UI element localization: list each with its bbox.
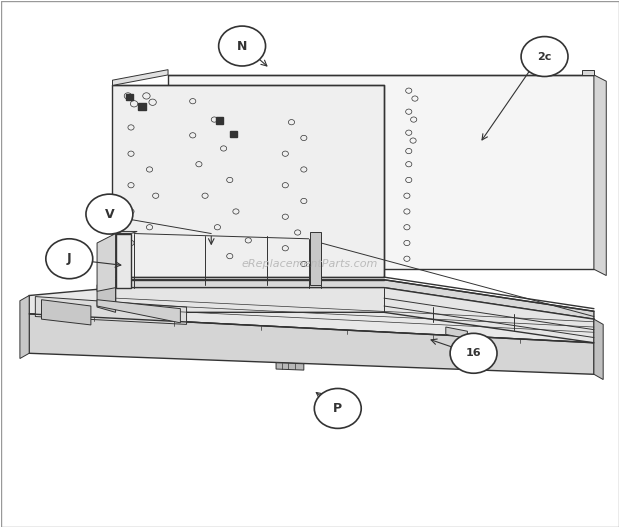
Polygon shape xyxy=(20,296,29,359)
Polygon shape xyxy=(216,117,223,124)
Polygon shape xyxy=(97,280,115,313)
Polygon shape xyxy=(446,327,467,338)
Text: eReplacementParts.com: eReplacementParts.com xyxy=(242,259,378,269)
Polygon shape xyxy=(230,130,237,137)
Polygon shape xyxy=(138,103,146,110)
Text: J: J xyxy=(67,252,71,265)
Circle shape xyxy=(314,389,361,428)
Text: 16: 16 xyxy=(466,348,481,359)
Polygon shape xyxy=(594,319,603,380)
Polygon shape xyxy=(35,297,187,324)
Polygon shape xyxy=(115,288,594,343)
Text: 2c: 2c xyxy=(538,52,552,62)
Polygon shape xyxy=(115,280,594,319)
Polygon shape xyxy=(112,86,384,277)
Text: N: N xyxy=(237,40,247,52)
Polygon shape xyxy=(582,70,594,75)
Polygon shape xyxy=(115,231,137,233)
Polygon shape xyxy=(97,233,115,291)
Polygon shape xyxy=(310,232,321,285)
Polygon shape xyxy=(168,75,594,269)
Circle shape xyxy=(219,26,265,66)
Polygon shape xyxy=(594,75,606,276)
Polygon shape xyxy=(276,363,304,370)
Polygon shape xyxy=(115,233,131,288)
Circle shape xyxy=(450,333,497,373)
Polygon shape xyxy=(126,94,133,100)
Circle shape xyxy=(46,239,93,279)
Polygon shape xyxy=(29,314,594,374)
Polygon shape xyxy=(29,288,594,343)
Polygon shape xyxy=(112,70,168,86)
Polygon shape xyxy=(42,300,91,325)
Polygon shape xyxy=(97,300,180,323)
Circle shape xyxy=(86,194,133,234)
Circle shape xyxy=(521,36,568,77)
Text: V: V xyxy=(105,208,114,221)
Text: P: P xyxy=(333,402,342,415)
